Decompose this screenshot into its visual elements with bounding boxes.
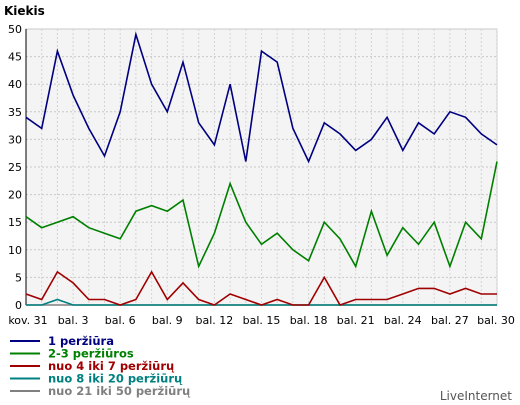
y-axis-title: Kiekis xyxy=(4,4,45,18)
y-tick-label: 10 xyxy=(8,244,22,257)
x-tick-label: bal. 30 xyxy=(477,314,515,327)
y-tick-label: 40 xyxy=(8,78,22,91)
x-tick-label: bal. 15 xyxy=(243,314,281,327)
x-tick-label: bal. 24 xyxy=(384,314,422,327)
series-line xyxy=(25,31,498,164)
legend-label: nuo 21 iki 50 peržiūrų xyxy=(48,384,191,398)
y-tick-label: 5 xyxy=(15,271,22,284)
x-tick-label: kov. 31 xyxy=(8,314,47,327)
y-tick-label: 35 xyxy=(8,106,22,119)
y-tick-label: 25 xyxy=(8,161,22,174)
x-tick-label: bal. 18 xyxy=(290,314,328,327)
series-lines xyxy=(25,31,498,306)
credit-label: LiveInternet xyxy=(440,389,512,403)
x-tick-label: bal. 21 xyxy=(337,314,375,327)
y-axis-ticks: 0 5 10 15 20 25 30 35 40 45 50 xyxy=(8,23,22,312)
x-tick-label: bal. 27 xyxy=(431,314,469,327)
legend-label: nuo 4 iki 7 peržiūrų xyxy=(48,359,175,373)
legend-label: 1 peržiūra xyxy=(48,334,114,348)
series-line xyxy=(25,161,498,269)
x-axis-ticks: kov. 31 bal. 3 bal. 6 bal. 9 bal. 12 bal. 15 b… xyxy=(8,314,515,327)
y-tick-label: 0 xyxy=(15,299,22,312)
y-tick-label: 30 xyxy=(8,133,22,146)
x-tick-label: bal. 12 xyxy=(196,314,234,327)
x-tick-label: bal. 9 xyxy=(152,314,183,327)
y-tick-label: 50 xyxy=(8,23,22,36)
x-tick-label: bal. 6 xyxy=(105,314,136,327)
legend-label: 2-3 peržiūros xyxy=(48,347,134,361)
y-tick-label: 20 xyxy=(8,189,22,202)
legend-label: nuo 8 iki 20 peržiūrų xyxy=(48,372,183,386)
x-tick-label: bal. 3 xyxy=(58,314,89,327)
y-tick-label: 45 xyxy=(8,51,22,64)
series-line xyxy=(25,270,497,306)
y-tick-label: 15 xyxy=(8,216,22,229)
